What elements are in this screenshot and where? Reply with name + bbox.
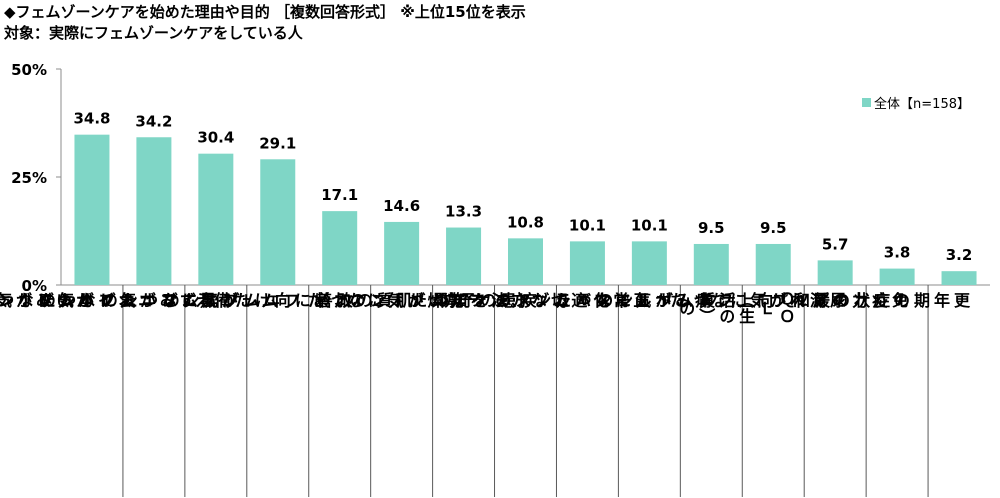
bar	[136, 137, 172, 285]
category-label-line: フェムゾーンの	[36, 292, 176, 308]
category-label-line: フェムゾーンの	[160, 292, 300, 308]
bar	[260, 159, 296, 285]
category-label-line: かゆみが気になった	[0, 292, 92, 308]
y-tick-label: 50%	[11, 61, 47, 79]
category-label-line: 痛みが気になった	[552, 292, 712, 308]
category-label-line: 免疫力のアップ	[769, 292, 909, 308]
data-label: 3.2	[946, 246, 973, 264]
category-label-line: ホルモンバランスの	[492, 292, 672, 308]
legend-label: 全体【n=158】	[874, 97, 970, 112]
bar	[322, 211, 358, 285]
legend: 全体【n=158】	[862, 93, 970, 112]
bar	[817, 260, 853, 285]
data-label: 34.8	[73, 110, 110, 128]
category-label-line: ムレが気になった	[118, 292, 278, 308]
category-label-line: 適切な方法を知った	[408, 292, 588, 308]
category-label-line: 更年期の症状の緩和	[791, 292, 971, 308]
category-label-line: 乾燥が気になった	[304, 292, 464, 308]
category-label-line: フェムゾーンの	[346, 292, 486, 308]
data-label: 10.8	[507, 213, 544, 231]
chart-title: ◆フェムゾーンケアを始めた理由や目的 ［複数回答形式］ ※上位15位を表示 対象…	[4, 2, 526, 44]
category-label-line: ニオイが気になった	[0, 292, 154, 308]
category-label-line: フェムゾーンの	[0, 292, 114, 308]
bar	[198, 153, 234, 285]
category-label-line: 向上	[734, 292, 774, 308]
data-label: 9.5	[760, 219, 787, 237]
data-label: 13.3	[445, 203, 482, 221]
category-label-line: 尿漏れが気になった	[667, 292, 847, 308]
data-label: 29.1	[259, 134, 296, 152]
bar	[569, 241, 605, 285]
bar	[941, 271, 977, 285]
category-label-line: 黒ずみが気になった	[36, 292, 216, 308]
data-label: 30.4	[197, 129, 234, 147]
category-label-line: 肌質の改善	[313, 292, 413, 308]
category-label-line: フェムゾーンの	[594, 292, 734, 308]
bar	[631, 241, 667, 285]
category-label-line: フェムゾーンの	[98, 292, 238, 308]
bar	[74, 134, 110, 285]
category-label-line: フェムゾーンケアの	[430, 292, 610, 308]
data-label: 34.2	[135, 112, 172, 130]
y-tick-label: 25%	[11, 169, 47, 187]
data-label: 10.1	[631, 216, 668, 234]
title-line-1: ◆フェムゾーンケアを始めた理由や目的 ［複数回答形式］ ※上位15位を表示	[4, 3, 526, 21]
title-line-2: 対象：実際にフェムゾーンケアをしている人	[4, 24, 303, 42]
category-label-line: ＱＯＬ（生活の質）の	[676, 292, 796, 324]
data-label: 10.1	[569, 216, 606, 234]
category-label-line: 加齢に向けた備え	[191, 292, 351, 308]
data-label: 5.7	[822, 235, 849, 253]
bar	[508, 238, 543, 285]
y-tick-label: 0%	[22, 277, 47, 295]
bar	[446, 227, 482, 285]
category-label-line: 疾患の予防	[437, 292, 537, 308]
bar	[755, 243, 791, 285]
legend-swatch	[862, 98, 872, 107]
category-label-line: 正常化	[590, 292, 650, 308]
bar	[384, 221, 420, 285]
data-label: 14.6	[383, 197, 420, 215]
data-label: 9.5	[698, 219, 725, 237]
bar	[693, 243, 729, 285]
data-label: 3.8	[884, 244, 911, 262]
bar	[879, 268, 915, 285]
data-label: 17.1	[321, 186, 358, 204]
